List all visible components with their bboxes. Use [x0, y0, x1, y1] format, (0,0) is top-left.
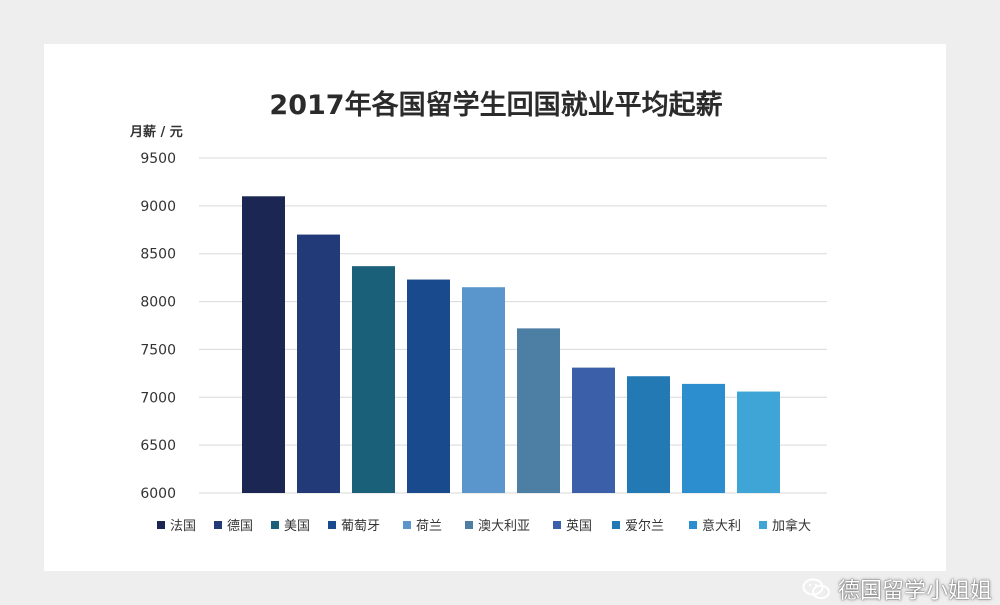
legend-label-4: 葡萄牙 [341, 519, 380, 534]
y-tick-label: 9500 [140, 151, 176, 167]
legend-label-2: 德国 [227, 519, 253, 534]
y-tick-label: 9000 [140, 199, 176, 215]
y-tick-label: 7500 [140, 342, 176, 358]
legend-swatch-8 [612, 521, 620, 529]
y-tick-label: 8500 [140, 247, 176, 263]
legend-label-10: 加拿大 [772, 518, 811, 534]
bar-1 [242, 196, 285, 494]
legend-label-5: 荷兰 [416, 519, 442, 534]
bar-chart: 2017年各国留学生回国就业平均起薪 月薪 / 元 6000 6500 7000 75… [129, 89, 827, 534]
watermark-text: 德国留学小姐姐 [838, 579, 993, 604]
legend-swatch-10 [759, 521, 767, 529]
legend-label-6: 澳大利亚 [478, 518, 530, 534]
bar-4 [407, 279, 450, 493]
y-tick-label: 6000 [140, 486, 176, 502]
legend-swatch-6 [465, 521, 473, 529]
watermark: 德国留学小姐姐 [802, 574, 1000, 604]
y-tick-label: 8000 [140, 295, 176, 311]
legend-label-3: 美国 [284, 519, 310, 534]
legend-swatch-7 [553, 521, 561, 529]
bar-10 [737, 391, 780, 493]
chart-title: 2017年各国留学生回国就业平均起薪 [269, 89, 722, 121]
legend-swatch-3 [271, 521, 279, 529]
bar-7 [572, 367, 615, 493]
y-tick-label: 7000 [140, 390, 176, 406]
legend-label-1: 法国 [170, 519, 196, 534]
legend-label-7: 英国 [566, 519, 592, 534]
legend-swatch-2 [214, 521, 222, 529]
bar-3 [352, 266, 395, 493]
bar-8 [627, 376, 670, 493]
bar-2 [297, 234, 340, 494]
y-tick-label: 6500 [140, 438, 176, 454]
legend-label-9: 意大利 [702, 518, 741, 534]
bar-9 [682, 383, 725, 493]
bar-5 [462, 287, 505, 493]
legend-swatch-5 [403, 521, 411, 529]
bar-6 [517, 328, 560, 493]
legend-swatch-4 [328, 521, 336, 529]
legend-label-8: 爱尔兰 [625, 519, 664, 534]
chart-card: 2017年各国留学生回国就业平均起薪 月薪 / 元 6000 6500 7000 75… [44, 44, 992, 604]
wechat-icon [802, 578, 830, 600]
legend-swatch-9 [689, 521, 697, 529]
legend-swatch-1 [157, 521, 165, 529]
y-axis-unit-label: 月薪 / 元 [129, 124, 183, 140]
